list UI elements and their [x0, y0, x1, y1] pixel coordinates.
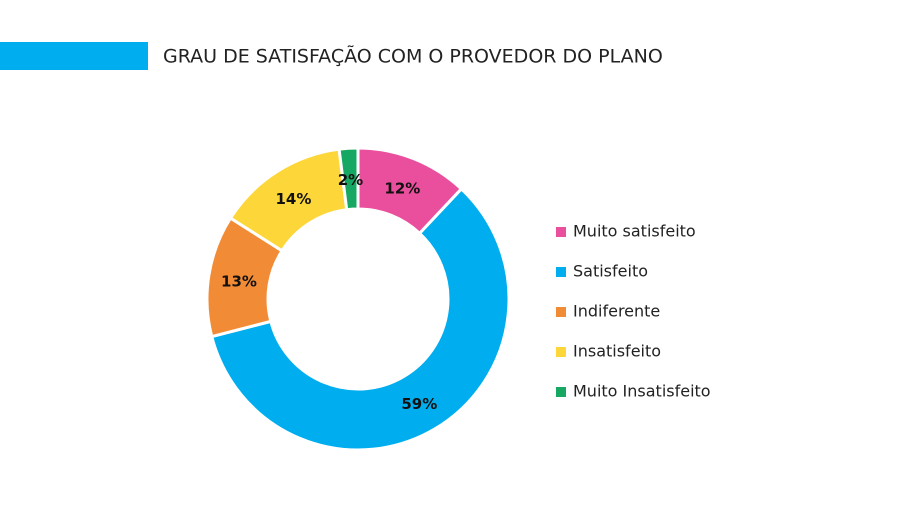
donut-slice	[337, 146, 360, 212]
legend-label: Satisfeito	[573, 262, 648, 281]
legend-label: Insatisfeito	[573, 342, 661, 361]
legend-label: Muito Insatisfeito	[573, 382, 711, 401]
legend-swatch	[556, 347, 566, 357]
title-bar	[0, 42, 148, 70]
legend-swatch	[556, 307, 566, 317]
data-label: 59%	[401, 395, 437, 413]
legend-swatch	[556, 267, 566, 277]
data-label: 12%	[384, 179, 420, 197]
data-label: 14%	[275, 190, 311, 208]
legend-swatch	[556, 387, 566, 397]
legend-label: Indiferente	[573, 302, 660, 321]
data-label: 13%	[221, 273, 257, 291]
data-label: 2%	[338, 171, 363, 189]
donut-slice	[209, 186, 511, 452]
legend-swatch	[556, 227, 566, 237]
chart-title: GRAU DE SATISFAÇÃO COM O PROVEDOR DO PLA…	[163, 45, 663, 68]
legend-label: Muito satisfeito	[573, 222, 696, 241]
